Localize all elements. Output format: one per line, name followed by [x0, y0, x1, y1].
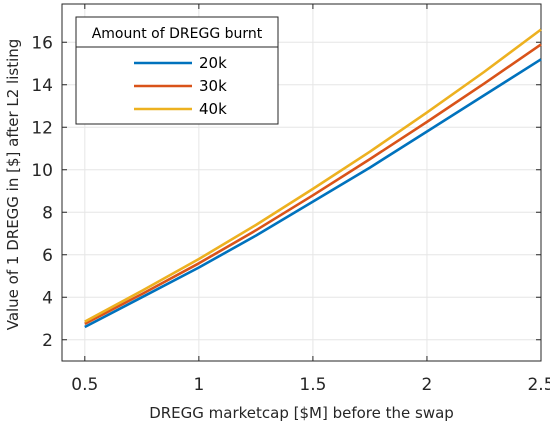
- x-tick-label: 2: [422, 375, 433, 395]
- x-tick-label: 0.5: [71, 375, 98, 395]
- legend-box: [75, 16, 279, 125]
- y-tick-label: 8: [42, 203, 53, 223]
- x-tick-label: 2.5: [527, 375, 550, 395]
- series-line-30k: [84, 43, 542, 325]
- x-tick-label: 1: [193, 375, 204, 395]
- legend: Amount of DREGG burnt 20k 30k 40k: [75, 16, 279, 125]
- axis-ticks: 0.5 1 1.5 2 2.5 2 4 6 8 10 12 14 16: [31, 4, 550, 395]
- x-axis-label: DREGG marketcap [$M] before the swap: [149, 404, 454, 422]
- legend-label-20k: 20k: [199, 54, 227, 72]
- y-tick-label: 6: [42, 246, 53, 266]
- series-lines: [84, 28, 542, 329]
- y-tick-label: 14: [31, 76, 53, 96]
- y-axis-label: Value of 1 DREGG in [$] after L2 listing: [4, 39, 22, 331]
- legend-items: 20k 30k 40k: [134, 54, 227, 118]
- legend-label-30k: 30k: [199, 77, 227, 95]
- y-tick-label: 12: [31, 118, 53, 138]
- x-tick-label: 1.5: [299, 375, 326, 395]
- series-line-40k: [84, 28, 542, 323]
- y-tick-label: 4: [42, 288, 53, 308]
- y-tick-label: 2: [42, 331, 53, 351]
- legend-label-40k: 40k: [199, 100, 227, 118]
- y-tick-label: 16: [31, 33, 53, 53]
- series-line-20k: [84, 58, 542, 329]
- plot-area-frame: [61, 3, 542, 362]
- legend-title: Amount of DREGG burnt: [92, 26, 263, 42]
- y-tick-label: 10: [31, 161, 53, 181]
